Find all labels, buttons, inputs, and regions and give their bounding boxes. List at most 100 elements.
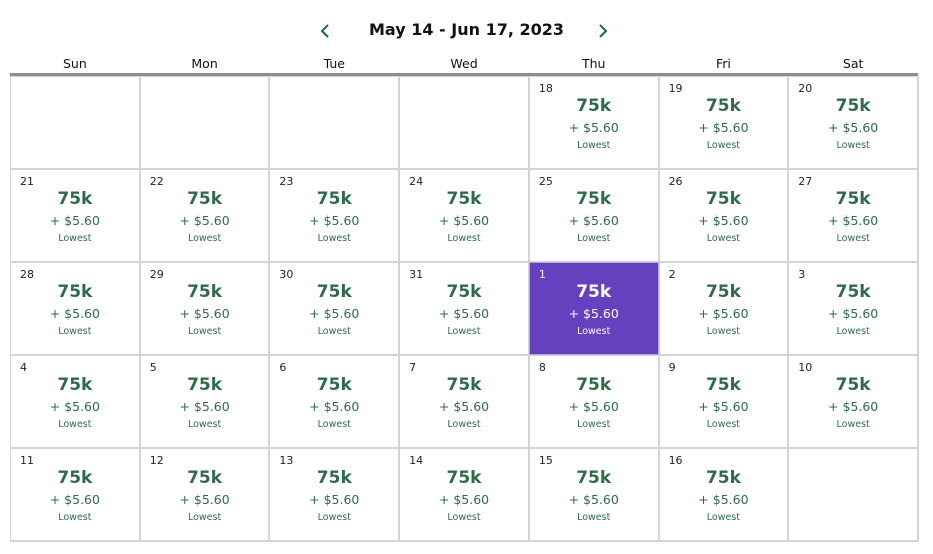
day-number: 27 bbox=[798, 175, 813, 188]
days-of-week-header: Sun Mon Tue Wed Thu Fri Sat bbox=[10, 56, 918, 76]
day-cell[interactable]: 5 75k + $5.60 Lowest bbox=[139, 355, 271, 449]
points-price: 75k bbox=[576, 375, 612, 395]
price-label: Lowest bbox=[58, 233, 92, 244]
day-cell[interactable]: 10 75k + $5.60 Lowest bbox=[788, 355, 919, 449]
price-label: Lowest bbox=[577, 512, 611, 523]
dow-sat: Sat bbox=[842, 56, 864, 71]
day-cell[interactable]: 24 75k + $5.60 Lowest bbox=[399, 169, 530, 263]
points-price: 75k bbox=[316, 189, 352, 209]
day-cell[interactable]: 21 75k + $5.60 Lowest bbox=[10, 169, 141, 263]
day-cell[interactable]: 19 75k + $5.60 Lowest bbox=[658, 76, 790, 170]
day-cell[interactable]: 4 75k + $5.60 Lowest bbox=[10, 355, 141, 449]
day-cell[interactable]: 2 75k + $5.60 Lowest bbox=[658, 262, 790, 356]
dow-tue: Tue bbox=[323, 56, 345, 71]
price-label: Lowest bbox=[706, 326, 741, 337]
day-number: 7 bbox=[409, 361, 417, 374]
fee-amount: + $5.60 bbox=[49, 306, 100, 321]
fee-amount: + $5.60 bbox=[179, 399, 230, 414]
fee-amount: + $5.60 bbox=[698, 306, 749, 321]
points-price: 75k bbox=[705, 189, 741, 209]
day-cell[interactable]: 22 75k + $5.60 Lowest bbox=[139, 169, 271, 263]
day-number: 10 bbox=[798, 361, 813, 374]
day-cell[interactable]: 13 75k + $5.60 Lowest bbox=[269, 448, 401, 542]
day-number: 16 bbox=[668, 454, 683, 467]
day-number: 25 bbox=[538, 175, 553, 188]
dow-mon: Mon bbox=[191, 56, 218, 71]
price-label: Lowest bbox=[577, 140, 611, 151]
price-label: Lowest bbox=[836, 140, 870, 151]
fee-amount: + $5.60 bbox=[309, 213, 360, 228]
empty-day-cell bbox=[139, 76, 271, 170]
day-cell[interactable]: 30 75k + $5.60 Lowest bbox=[269, 262, 401, 356]
day-cell[interactable]: 9 75k + $5.60 Lowest bbox=[658, 355, 790, 449]
calendar-header: May 14 - Jun 17, 2023 bbox=[0, 18, 933, 44]
price-label: Lowest bbox=[706, 233, 741, 244]
day-number: 31 bbox=[409, 268, 424, 281]
day-cell[interactable]: 14 75k + $5.60 Lowest bbox=[399, 448, 530, 542]
day-number: 2 bbox=[668, 268, 676, 281]
day-cell[interactable]: 15 75k + $5.60 Lowest bbox=[528, 448, 660, 542]
day-cell[interactable]: 11 75k + $5.60 Lowest bbox=[10, 448, 141, 542]
day-cell[interactable]: 29 75k + $5.60 Lowest bbox=[139, 262, 271, 356]
fee-amount: + $5.60 bbox=[309, 492, 360, 507]
price-label: Lowest bbox=[447, 419, 481, 430]
day-cell[interactable]: 12 75k + $5.60 Lowest bbox=[139, 448, 271, 542]
day-cell[interactable]: 23 75k + $5.60 Lowest bbox=[269, 169, 401, 263]
price-label: Lowest bbox=[58, 419, 92, 430]
day-cell[interactable]: 16 75k + $5.60 Lowest bbox=[658, 448, 790, 542]
dow-wed: Wed bbox=[450, 56, 478, 71]
price-label: Lowest bbox=[187, 233, 222, 244]
price-label: Lowest bbox=[577, 233, 611, 244]
day-number: 15 bbox=[538, 454, 553, 467]
price-label: Lowest bbox=[317, 419, 351, 430]
day-cell[interactable]: 20 75k + $5.60 Lowest bbox=[788, 76, 919, 170]
price-label: Lowest bbox=[317, 233, 351, 244]
previous-range-button[interactable] bbox=[313, 18, 337, 44]
empty-day-cell bbox=[399, 76, 530, 170]
price-label: Lowest bbox=[836, 326, 870, 337]
price-label: Lowest bbox=[706, 419, 741, 430]
day-number: 20 bbox=[798, 82, 813, 95]
price-label: Lowest bbox=[706, 512, 741, 523]
fee-amount: + $5.60 bbox=[568, 492, 619, 507]
day-number: 19 bbox=[668, 82, 683, 95]
day-number: 3 bbox=[798, 268, 806, 281]
day-cell[interactable]: 8 75k + $5.60 Lowest bbox=[528, 355, 660, 449]
price-label: Lowest bbox=[577, 326, 611, 337]
day-number: 9 bbox=[668, 361, 676, 374]
day-cell[interactable]: 28 75k + $5.60 Lowest bbox=[10, 262, 141, 356]
price-label: Lowest bbox=[706, 140, 741, 151]
fee-amount: + $5.60 bbox=[828, 399, 879, 414]
day-cell[interactable]: 25 75k + $5.60 Lowest bbox=[528, 169, 660, 263]
fee-amount: + $5.60 bbox=[179, 492, 230, 507]
day-cell[interactable]: 26 75k + $5.60 Lowest bbox=[658, 169, 790, 263]
day-number: 23 bbox=[279, 175, 294, 188]
date-range-title: May 14 - Jun 17, 2023 bbox=[368, 20, 565, 39]
points-price: 75k bbox=[705, 96, 741, 116]
day-number: 13 bbox=[279, 454, 294, 467]
points-price: 75k bbox=[316, 375, 352, 395]
day-number: 30 bbox=[279, 268, 294, 281]
points-price: 75k bbox=[835, 282, 871, 302]
fee-amount: + $5.60 bbox=[568, 399, 619, 414]
fee-amount: + $5.60 bbox=[698, 399, 749, 414]
day-cell[interactable]: 3 75k + $5.60 Lowest bbox=[788, 262, 919, 356]
points-price: 75k bbox=[57, 282, 93, 302]
price-label: Lowest bbox=[58, 326, 92, 337]
price-label: Lowest bbox=[577, 419, 611, 430]
dow-fri: Fri bbox=[716, 56, 731, 71]
day-cell[interactable]: 27 75k + $5.60 Lowest bbox=[788, 169, 919, 263]
day-number: 21 bbox=[20, 175, 34, 188]
day-cell[interactable]: 18 75k + $5.60 Lowest bbox=[528, 76, 660, 170]
day-cell[interactable]: 31 75k + $5.60 Lowest bbox=[399, 262, 530, 356]
empty-day-cell bbox=[10, 76, 141, 170]
price-label: Lowest bbox=[836, 419, 870, 430]
day-cell[interactable]: 7 75k + $5.60 Lowest bbox=[399, 355, 530, 449]
points-price: 75k bbox=[576, 96, 612, 116]
fee-amount: + $5.60 bbox=[49, 399, 100, 414]
fee-amount: + $5.60 bbox=[698, 492, 749, 507]
day-cell-selected[interactable]: 1 75k + $5.60 Lowest bbox=[528, 262, 660, 356]
day-number: 29 bbox=[149, 268, 164, 281]
next-range-button[interactable] bbox=[591, 18, 615, 44]
day-cell[interactable]: 6 75k + $5.60 Lowest bbox=[269, 355, 401, 449]
